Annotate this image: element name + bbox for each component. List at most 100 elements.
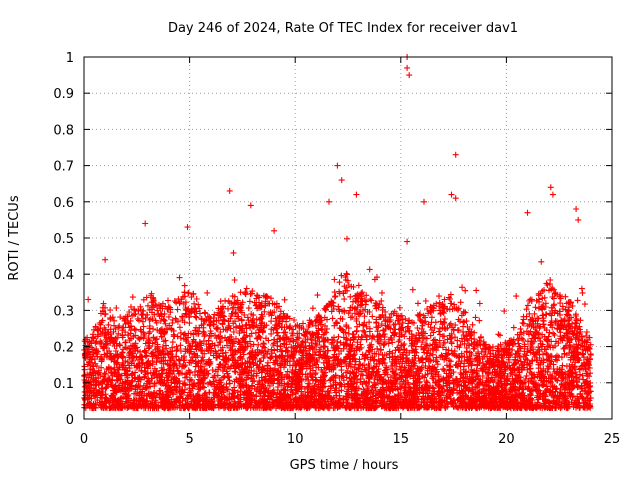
data-point — [441, 316, 448, 322]
data-point — [98, 319, 105, 326]
data-point — [232, 368, 239, 375]
data-point — [437, 331, 443, 338]
data-point — [366, 309, 373, 315]
data-point — [176, 300, 183, 307]
data-point — [361, 328, 368, 335]
data-point — [231, 368, 238, 375]
data-point — [463, 336, 470, 343]
data-point — [169, 344, 176, 351]
data-point — [396, 363, 403, 370]
data-point — [513, 293, 520, 300]
data-point — [445, 294, 452, 301]
data-point — [195, 301, 202, 308]
data-point — [264, 378, 271, 384]
grid-layer — [84, 57, 612, 419]
data-point — [93, 338, 100, 345]
data-point — [580, 354, 587, 361]
data-point — [268, 295, 274, 302]
data-point — [507, 371, 514, 377]
data-point — [455, 327, 462, 334]
data-point — [552, 388, 559, 395]
data-point — [336, 279, 343, 286]
data-point — [191, 300, 198, 307]
data-point — [538, 258, 545, 265]
data-point — [499, 355, 506, 362]
data-point — [231, 277, 238, 283]
data-point — [510, 324, 517, 331]
data-point — [519, 319, 526, 326]
data-point — [347, 293, 354, 300]
data-point — [102, 371, 109, 378]
data-point — [101, 324, 108, 331]
data-point — [369, 313, 376, 320]
data-point — [368, 297, 375, 304]
data-point — [100, 300, 107, 307]
data-point — [138, 312, 145, 319]
data-point — [520, 336, 527, 343]
data-point — [361, 319, 368, 326]
data-point — [517, 325, 524, 332]
data-point — [403, 352, 409, 359]
data-point — [371, 382, 377, 389]
data-point — [165, 297, 171, 304]
data-point — [447, 335, 454, 342]
data-point — [205, 348, 212, 355]
data-point — [388, 363, 395, 369]
data-point — [358, 333, 365, 340]
data-point — [174, 306, 181, 313]
data-point — [355, 282, 362, 289]
data-point — [476, 300, 483, 307]
data-point — [214, 326, 220, 333]
data-point — [460, 328, 466, 335]
data-point — [145, 302, 151, 309]
data-point — [204, 289, 211, 296]
data-point — [337, 339, 344, 346]
data-point — [477, 379, 484, 386]
chart-title: Day 246 of 2024, Rate Of TEC Index for r… — [168, 21, 518, 36]
data-point — [169, 371, 176, 378]
data-point — [569, 303, 576, 309]
data-point — [408, 337, 415, 344]
data-point — [343, 270, 350, 277]
data-point — [344, 235, 350, 242]
data-point — [226, 322, 233, 329]
data-point — [115, 330, 122, 337]
data-point — [410, 320, 417, 326]
data-point — [192, 327, 199, 334]
data-point — [288, 369, 295, 376]
data-point — [345, 310, 352, 317]
data-point — [397, 367, 404, 374]
data-point — [252, 302, 259, 309]
data-point — [441, 388, 448, 395]
data-point — [552, 356, 559, 363]
data-point — [266, 382, 273, 389]
data-point — [454, 337, 461, 344]
data-point — [540, 351, 546, 358]
data-point — [343, 335, 350, 342]
data-point — [490, 347, 496, 354]
data-point — [374, 345, 381, 352]
data-point — [381, 341, 388, 348]
data-point — [160, 338, 167, 345]
data-point — [412, 335, 419, 342]
data-point — [551, 301, 558, 308]
data-point — [107, 307, 114, 313]
data-point — [557, 300, 564, 307]
data-point — [509, 346, 516, 353]
data-point — [458, 350, 465, 357]
data-point — [451, 301, 458, 308]
data-point — [417, 317, 424, 324]
data-point — [436, 293, 442, 300]
data-point — [381, 331, 388, 338]
data-point — [452, 322, 459, 329]
data-point — [584, 336, 591, 343]
data-point — [532, 304, 539, 311]
data-point — [424, 379, 431, 386]
data-point — [457, 299, 464, 306]
data-point — [145, 345, 152, 352]
data-point — [501, 308, 508, 315]
data-point — [423, 335, 430, 342]
data-point — [453, 362, 460, 369]
data-point — [422, 341, 429, 348]
